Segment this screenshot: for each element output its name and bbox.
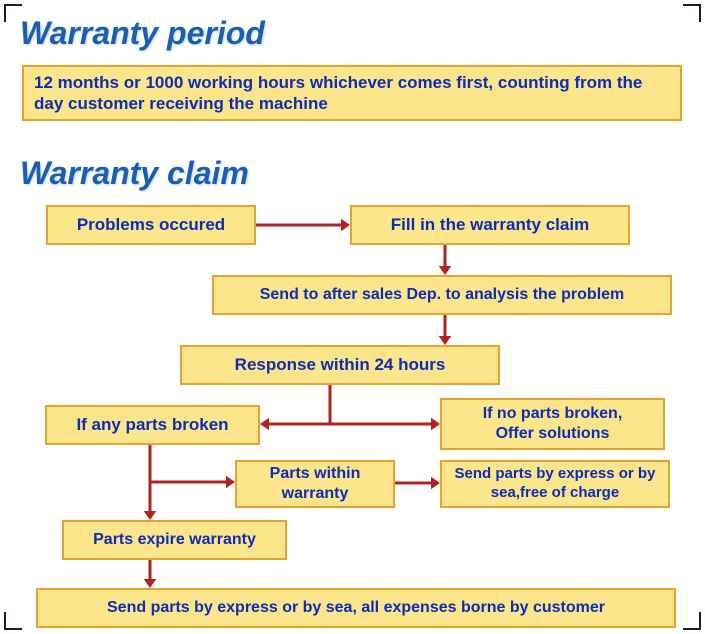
box-if-parts-broken: If any parts broken (45, 405, 260, 445)
corner-bl (4, 612, 22, 630)
heading-warranty-claim: Warranty claim (20, 155, 249, 192)
box-parts-expire: Parts expire warranty (62, 520, 287, 560)
corner-tr (683, 4, 701, 22)
box-response-24h: Response within 24 hours (180, 345, 500, 385)
box-warranty-period-text: 12 months or 1000 working hours whicheve… (22, 65, 682, 121)
box-fill-claim: Fill in the warranty claim (350, 205, 630, 245)
heading-warranty-period: Warranty period (20, 15, 265, 52)
box-send-aftersales: Send to after sales Dep. to analysis the… (212, 275, 672, 315)
box-send-free: Send parts by express or by sea,free of … (440, 460, 670, 508)
box-if-no-parts-broken: If no parts broken, Offer solutions (440, 398, 665, 450)
corner-br (683, 612, 701, 630)
box-problems-occured: Problems occured (46, 205, 256, 245)
box-send-pay: Send parts by express or by sea, all exp… (36, 588, 676, 628)
box-parts-within-warranty: Parts within warranty (235, 460, 395, 508)
